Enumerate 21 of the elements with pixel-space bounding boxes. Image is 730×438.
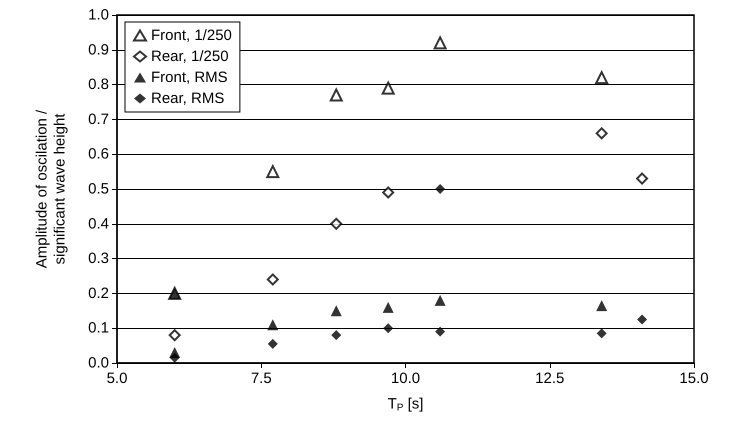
legend-label: Front, RMS bbox=[151, 69, 228, 86]
y-tick-label: 0.1 bbox=[88, 320, 109, 337]
legend-label: Rear, RMS bbox=[151, 90, 224, 107]
y-tick-label: 0.9 bbox=[88, 41, 109, 58]
legend-label: Rear, 1/250 bbox=[151, 48, 229, 65]
x-tick-label: 7.5 bbox=[250, 370, 272, 387]
y-tick-label: 0.5 bbox=[88, 180, 109, 198]
y-tick-label: 1.0 bbox=[88, 6, 109, 24]
y-tick-label: 0.7 bbox=[88, 110, 109, 128]
x-tick-label: 15.0 bbox=[679, 370, 709, 387]
legend-label: Front, 1/250 bbox=[151, 27, 232, 44]
y-axis-title: Amplitude of oscilation / significant wave height bbox=[34, 108, 68, 268]
y-tick-label: 0.8 bbox=[88, 76, 109, 94]
y-tick-label: 0.2 bbox=[88, 284, 109, 302]
y-tick-label: 0.6 bbox=[88, 146, 109, 163]
y-tick-label: 0.3 bbox=[88, 250, 109, 268]
y-tick-label: 0.0 bbox=[88, 354, 109, 372]
x-tick-label: 12.5 bbox=[535, 370, 564, 387]
x-tick-label: 5.0 bbox=[106, 370, 128, 387]
y-tick-label: 0.4 bbox=[88, 215, 109, 232]
x-tick-label: 10.0 bbox=[390, 370, 420, 387]
